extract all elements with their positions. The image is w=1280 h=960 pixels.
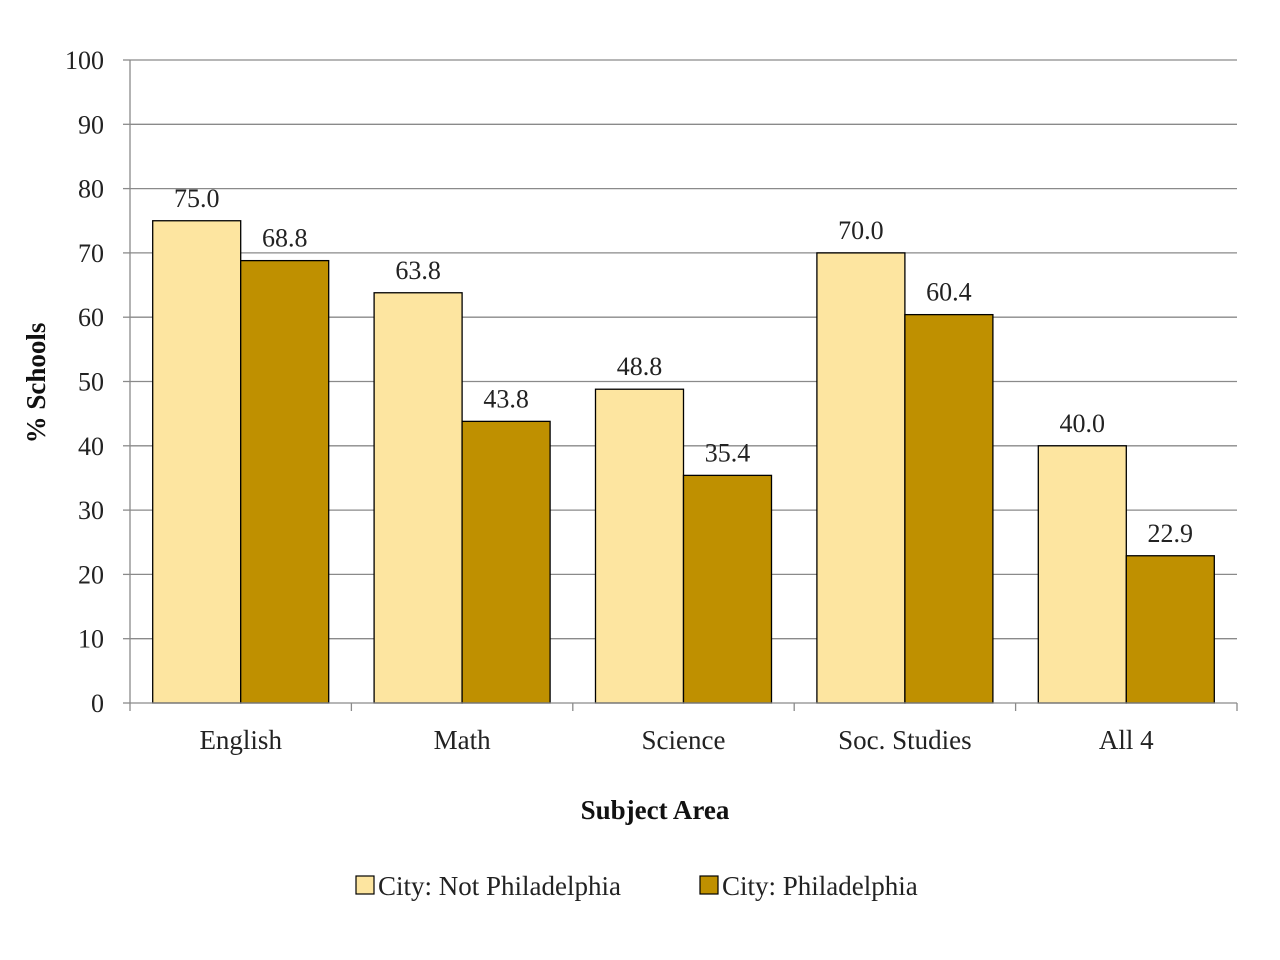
data-label: 70.0 [838,216,884,245]
axes: 0 10 20 30 40 50 60 70 80 90 100 English Math Science… [65,46,1238,755]
y-tick-label: 100 [65,46,104,75]
legend: City: Not Philadelphia City: Philadelphia [355,871,918,901]
data-label: 43.8 [483,384,529,413]
bar-not-philadelphia [152,220,242,704]
bar-philadelphia [1125,555,1215,704]
bar-philadelphia [240,259,330,704]
y-tick-label: 0 [91,689,104,718]
bar-not-philadelphia [1037,445,1127,704]
bar-not-philadelphia [594,388,685,704]
x-tick-label: English [199,725,282,755]
y-tick-label: 30 [78,496,104,525]
x-tick-label: Math [434,725,491,755]
y-tick-label: 20 [78,560,104,589]
bar-not-philadelphia [816,252,906,704]
y-axis-title: % Schools [21,323,51,444]
bar-philadelphia [904,313,994,704]
data-label: 22.9 [1148,519,1194,548]
y-tick-label: 70 [78,239,104,268]
bars [152,220,1215,704]
data-label: 40.0 [1060,409,1106,438]
x-tick-label: All 4 [1099,725,1154,755]
x-tick-label: Soc. Studies [838,725,972,755]
data-label: 68.8 [262,224,308,253]
bar-not-philadelphia [373,292,463,704]
x-axis-title: Subject Area [581,795,730,825]
legend-label: City: Philadelphia [722,871,918,901]
y-tick-label: 40 [78,432,104,461]
data-labels: 75.0 68.8 63.8 43.8 48.8 35.4 70.0 60.4 40.0 22.9 [174,184,1193,548]
data-label: 75.0 [174,184,220,213]
y-tick-label: 80 [78,175,104,204]
legend-swatch-philadelphia [699,875,719,895]
bar-philadelphia [461,420,551,704]
y-tick-label: 90 [78,110,104,139]
y-tick-label: 50 [78,368,104,397]
data-label: 35.4 [705,438,751,467]
x-tick-label: Science [642,725,726,755]
y-tick-label: 10 [78,625,104,654]
data-label: 48.8 [617,352,663,381]
legend-label: City: Not Philadelphia [378,871,621,901]
legend-swatch-not-philadelphia [355,875,375,895]
bar-philadelphia [682,474,773,704]
y-tick-label: 60 [78,303,104,332]
data-label: 63.8 [395,256,441,285]
data-label: 60.4 [926,278,972,307]
